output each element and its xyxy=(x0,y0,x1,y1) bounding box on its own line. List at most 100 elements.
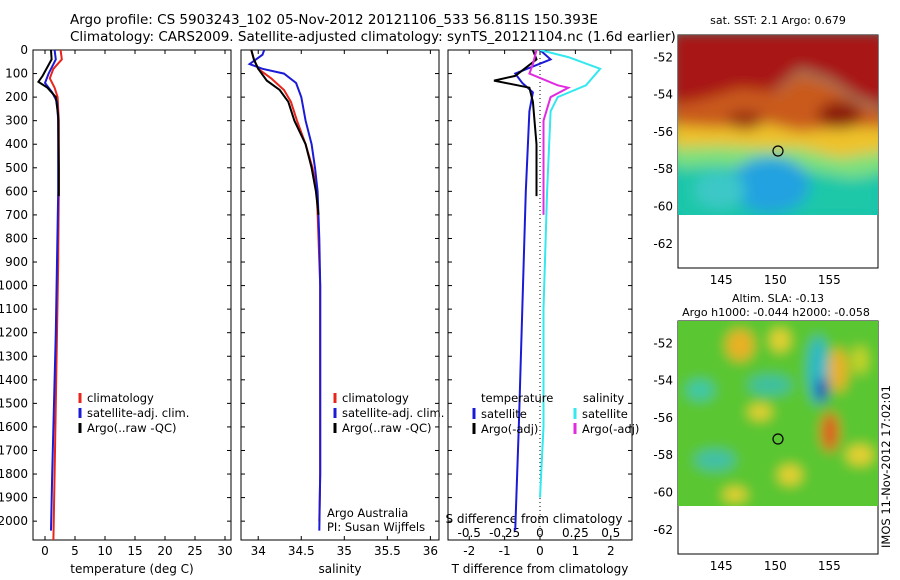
salinity-diff-axis-label: S difference from climatology xyxy=(446,512,623,526)
depth-tick-label: 1500 xyxy=(0,396,28,410)
map-ytick-label: -58 xyxy=(653,162,673,176)
map-ytick-label: -52 xyxy=(653,50,673,64)
map-xtick-label: 150 xyxy=(764,559,787,573)
legend-label: Argo(..raw -QC) xyxy=(87,421,177,435)
depth-tick-label: 1600 xyxy=(0,420,28,434)
difference-panel-xlabel: T difference from climatology xyxy=(451,562,629,576)
map-xtick-label: 145 xyxy=(710,559,733,573)
depth-tick-label: 700 xyxy=(5,208,28,222)
legend-label: satellite-adj. clim. xyxy=(342,406,444,420)
map-ytick-label: -62 xyxy=(653,237,673,251)
depth-tick-label: 600 xyxy=(5,184,28,198)
difference-panel-xtick-label: 1 xyxy=(572,544,580,558)
salinity-panel-xtick-label: 35 xyxy=(337,544,352,558)
salinity-panel-series-argo-raw-qc- xyxy=(250,50,320,216)
depth-tick-label: 500 xyxy=(5,161,28,175)
sla-argo-marker xyxy=(772,433,784,445)
salinity-diff-tick-label: 0.25 xyxy=(562,526,589,540)
difference-panel-series-group xyxy=(493,50,602,531)
depth-tick-label: 1300 xyxy=(0,349,28,363)
salinity-diff-tick-label: 0 xyxy=(536,526,544,540)
depth-tick-label: 0 xyxy=(20,43,28,57)
salinity-panel-xtick-label: 36 xyxy=(423,544,438,558)
difference-panel-series-salinity-satellite xyxy=(539,50,602,498)
difference-panel-legend: temperature salinitysatelliteArgo(-adj)sa… xyxy=(472,391,639,436)
sst-map-title: sat. SST: 2.1 Argo: 0.679 xyxy=(710,14,846,27)
salinity-annotation: PI: Susan Wijffels xyxy=(327,520,425,534)
salinity-panel-xtick-label: 35.5 xyxy=(374,544,401,558)
temperature-panel-series-group xyxy=(36,50,63,540)
depth-tick-label: 800 xyxy=(5,231,28,245)
map-ytick-label: -62 xyxy=(653,523,673,537)
depth-tick-label: 1000 xyxy=(0,279,28,293)
salinity-panel-xtick-label: 34 xyxy=(251,544,266,558)
sla-map-subtitle: Argo h1000: -0.044 h2000: -0.058 xyxy=(682,306,870,319)
salinity-diff-tick-label: 0.5 xyxy=(601,526,620,540)
map-ytick-label: -52 xyxy=(653,336,673,350)
depth-tick-label: 900 xyxy=(5,255,28,269)
difference-panel: -2 -1 0 1 2 T difference from climatology -0.5… xyxy=(446,49,633,576)
legend-label: Argo(-adj) xyxy=(481,422,538,436)
legend-title-temperature: temperature xyxy=(481,391,553,405)
legend-label: satellite xyxy=(481,407,527,421)
difference-panel-xtick-label: -2 xyxy=(463,544,475,558)
timestamp: IMOS 11-Nov-2012 17:02:01 xyxy=(879,385,893,548)
difference-panel-xtick-label: 2 xyxy=(607,544,615,558)
map-ytick-label: -58 xyxy=(653,448,673,462)
map-xtick-label: 145 xyxy=(710,273,733,287)
header-line-1: Argo profile: CS 5903243_102 05-Nov-2012… xyxy=(70,12,598,28)
salinity-diff-tick-label: -0.25 xyxy=(489,526,520,540)
salinity-diff-tick-label: -0.5 xyxy=(458,526,481,540)
temperature-panel-xlabel: temperature (deg C) xyxy=(70,562,193,576)
sla-map xyxy=(677,320,879,555)
temperature-panel-frame xyxy=(32,49,232,541)
sst-map-axes: 145 150 155 -52 -54 -56 -58 -60 -62 sat. SST: 2.1… xyxy=(653,14,878,287)
map-xtick-label: 150 xyxy=(764,273,787,287)
sla-heatmap-image xyxy=(678,321,878,506)
salinity-panel: 34 34.5 35 35.5 36 salinity xyxy=(240,49,440,576)
legend-label: Argo(-adj) xyxy=(582,422,639,436)
legend-title-salinity: salinity xyxy=(583,391,624,405)
sst-heatmap-image xyxy=(678,35,878,215)
map-xtick-label: 155 xyxy=(818,559,841,573)
depth-tick-label: 1100 xyxy=(0,302,28,316)
depth-tick-label: 400 xyxy=(5,137,28,151)
salinity-panel-frame xyxy=(240,49,440,541)
legend-label: climatology xyxy=(342,391,409,405)
depth-tick-label: 1200 xyxy=(0,326,28,340)
salinity-panel-xlabel: salinity xyxy=(318,562,361,576)
depth-tick-label: 1800 xyxy=(0,467,28,481)
temperature-panel-xtick-label: 30 xyxy=(217,544,232,558)
temperature-panel-xtick-label: 5 xyxy=(71,544,79,558)
temperature-panel: 0 5 10 15 20 25 300100200300400500600700800900… xyxy=(0,43,233,576)
temperature-panel-series-argo-raw-qc- xyxy=(36,50,60,197)
salinity-annotation: Argo Australia xyxy=(327,506,408,520)
depth-tick-label: 1700 xyxy=(0,443,28,457)
difference-panel-xtick-label: 0 xyxy=(536,544,544,558)
temperature-panel-xtick-label: 0 xyxy=(41,544,49,558)
map-ytick-label: -54 xyxy=(653,374,673,388)
depth-tick-label: 100 xyxy=(5,67,28,81)
map-ytick-label: -60 xyxy=(653,199,673,213)
depth-tick-label: 300 xyxy=(5,114,28,128)
difference-panel-xtick-label: -1 xyxy=(499,544,511,558)
map-ytick-label: -56 xyxy=(653,411,673,425)
salinity-panel-xtick-label: 34.5 xyxy=(288,544,315,558)
temperature-panel-xtick-label: 15 xyxy=(127,544,142,558)
sst-argo-marker xyxy=(772,145,784,157)
map-ytick-label: -60 xyxy=(653,485,673,499)
depth-tick-label: 2000 xyxy=(0,514,28,528)
legend-label: climatology xyxy=(87,391,154,405)
legend-label: Argo(..raw -QC) xyxy=(342,421,432,435)
temperature-panel-xtick-label: 25 xyxy=(187,544,202,558)
depth-tick-label: 200 xyxy=(5,90,28,104)
map-xtick-label: 155 xyxy=(818,273,841,287)
temperature-panel-xtick-label: 10 xyxy=(97,544,112,558)
map-ytick-label: -54 xyxy=(653,88,673,102)
depth-tick-label: 1400 xyxy=(0,373,28,387)
temperature-panel-xtick-label: 20 xyxy=(157,544,172,558)
header-line-2: Climatology: CARS2009. Satellite-adjuste… xyxy=(70,29,676,45)
legend-label: satellite xyxy=(582,407,628,421)
